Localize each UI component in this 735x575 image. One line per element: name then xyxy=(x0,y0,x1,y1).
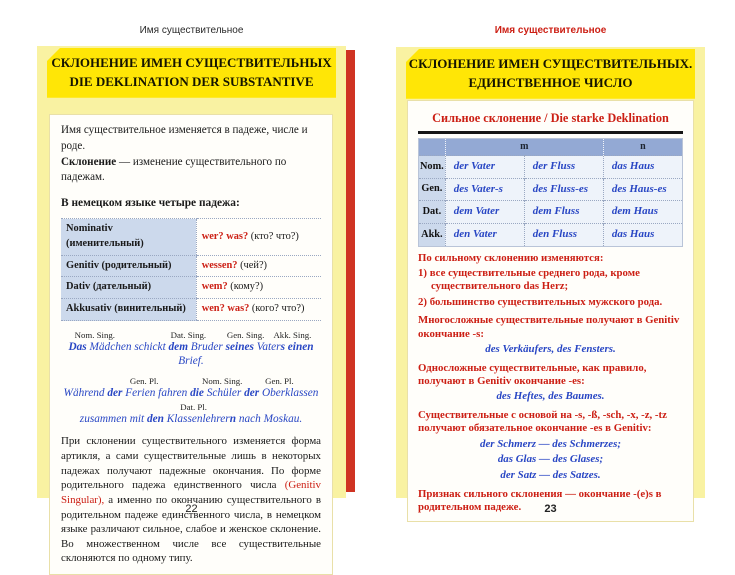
table-cell: des Fluss-es xyxy=(523,177,604,201)
paragraph: Многосложные существительные получают в … xyxy=(418,314,680,340)
case-name: Akkusativ (винительный) xyxy=(61,298,197,322)
case-name: Genitiv (родительный) xyxy=(61,254,197,278)
table-row: Akkusativ (винительный) wen? was? (кого?… xyxy=(61,298,321,322)
paragraph: Односложные существительные, как правило… xyxy=(418,361,647,387)
table-row: Genitiv (родительный) wessen? (чей?) xyxy=(61,254,321,278)
example-block: Nom. Sing. Dat. Sing. Gen. Sing. Akk. Si… xyxy=(61,329,321,426)
case-name: Nominativ (именительный) xyxy=(61,218,197,256)
intro-line-1: Имя существительное изменяется в падеже,… xyxy=(61,124,308,152)
paragraph: Признак сильного склонения — окончание -… xyxy=(418,487,662,513)
table-cell: des Vater-s xyxy=(444,177,525,201)
case-label: Nom. xyxy=(418,155,446,179)
spine-red-stripe xyxy=(346,50,355,492)
right-title-line2: ЕДИНСТВЕННОЕ ЧИСЛО xyxy=(468,74,633,90)
table-row: Dat. dem Vater dem Fluss dem Haus xyxy=(418,200,683,224)
table-row: Nominativ (именительный) wer? was? (кто?… xyxy=(61,218,321,256)
case-questions: wen? was? (кого? что?) xyxy=(195,298,321,322)
case-label: Nom. Sing. xyxy=(202,376,243,387)
example-line: des Heftes, des Baumes. xyxy=(496,390,605,403)
left-page-title-box: СКЛОНЕНИЕ ИМЕН СУЩЕСТВИТЕЛЬНЫХ DIE DEKLI… xyxy=(47,48,336,98)
case-label: Dat. Sing. xyxy=(170,330,207,341)
case-label: Gen. Sing. xyxy=(226,330,265,341)
table-cell: das Haus xyxy=(602,155,683,179)
page-right: СКЛОНЕНИЕ ИМЕН СУЩЕСТВИТЕЛЬНЫХ. ЕДИНСТВЕ… xyxy=(396,47,705,523)
right-page-title-box: СКЛОНЕНИЕ ИМЕН СУЩЕСТВИТЕЛЬНЫХ. ЕДИНСТВЕ… xyxy=(406,49,695,99)
case-questions: wer? was? (кто? что?) xyxy=(195,218,321,256)
case-label: Dat. xyxy=(418,200,446,224)
page-left: СКЛОНЕНИЕ ИМЕН СУЩЕСТВИТЕЛЬНЫХ DIE DEKLI… xyxy=(37,46,346,575)
table-cell: den Fluss xyxy=(523,223,604,247)
case-label: Gen. Pl. xyxy=(265,376,294,387)
case-questions: wem? (кому?) xyxy=(195,276,321,300)
table-row: Dativ (дательный) wem? (кому?) xyxy=(61,276,321,300)
example-line: das Glas — des Glases; xyxy=(497,453,604,466)
case-label-row: Dat. Pl. xyxy=(61,401,321,412)
right-title-line1: СКЛОНЕНИЕ ИМЕН СУЩЕСТВИТЕЛЬНЫХ. xyxy=(408,56,693,71)
table-cell: des Haus-es xyxy=(602,177,683,201)
running-head-left: Имя существительное xyxy=(139,25,244,36)
case-label: Gen. Pl. xyxy=(129,376,159,387)
case-label: Gen. xyxy=(418,177,446,201)
table-cell: dem Vater xyxy=(444,200,525,224)
table-cell: der Vater xyxy=(444,155,525,179)
gender-header-m: m xyxy=(444,138,604,156)
case-label-row: Nom. Sing. Dat. Sing. Gen. Sing. Akk. Si… xyxy=(61,329,321,340)
case-label: Akk. xyxy=(418,223,446,247)
table-cell: der Fluss xyxy=(523,155,604,179)
case-label: Dat. Pl. xyxy=(180,402,207,413)
table-cell: den Vater xyxy=(444,223,525,247)
cases-heading: В немецком языке четыре падежа: xyxy=(61,197,240,209)
left-title-line1: СКЛОНЕНИЕ ИМЕН СУЩЕСТВИТЕЛЬНЫХ xyxy=(51,55,332,70)
running-head-right: Имя существительное xyxy=(494,25,607,36)
table-header-row: m n xyxy=(418,138,683,156)
left-content-box: Имя существительное изменяется в падеже,… xyxy=(49,114,333,575)
paragraph: Существительные с основой на -s, -ß, -sc… xyxy=(418,408,667,435)
case-name: Dativ (дательный) xyxy=(61,276,197,300)
left-title-line2: DIE DEKLINATION DER SUBSTANTIVE xyxy=(69,73,314,89)
example-line: der Satz — des Satzes. xyxy=(500,468,601,481)
table-cell: dem Fluss xyxy=(523,200,604,224)
cases-table: Nominativ (именительный) wer? was? (кто?… xyxy=(61,218,321,322)
gender-header-n: n xyxy=(602,138,683,156)
list-item: 1) все существительные среднего рода, кр… xyxy=(418,267,640,293)
right-content-box: Сильное склонение / Die starke Deklinati… xyxy=(407,100,694,523)
strong-declension-table: m n Nom. der Vater der Fluss das Haus Ge… xyxy=(418,138,683,247)
gender-header-empty xyxy=(418,138,446,156)
list-item: 2) большинство существительных мужского … xyxy=(418,295,663,308)
case-questions: wessen? (чей?) xyxy=(195,254,321,278)
strong-declension-heading: Сильное склонение / Die starke Deklinati… xyxy=(418,108,683,135)
table-cell: das Haus xyxy=(602,223,683,247)
case-label-row: Gen. Pl. Nom. Sing. Gen. Pl. xyxy=(61,375,321,386)
closing-paragraph: При склонении существительного изменяетс… xyxy=(61,435,321,565)
example-sentence: Das Mädchen schickt dem Bruder seines Va… xyxy=(68,341,314,368)
case-label: Nom. Sing. xyxy=(74,330,115,341)
example-sentence: zusammen mit den Klassenlehrern nach Mos… xyxy=(79,413,303,426)
paragraph: По сильному склонению изменяются: xyxy=(418,251,604,264)
example-line: der Schmerz — des Schmerzes; xyxy=(480,437,621,450)
table-cell: dem Haus xyxy=(602,200,683,224)
table-row: Akk. den Vater den Fluss das Haus xyxy=(418,223,683,247)
example-line: des Verkäufers, des Fensters. xyxy=(485,342,616,355)
table-row: Gen. des Vater-s des Fluss-es des Haus-e… xyxy=(418,177,683,201)
page-number-left: 22 xyxy=(185,503,198,515)
page-number-right: 23 xyxy=(544,503,557,515)
table-row: Nom. der Vater der Fluss das Haus xyxy=(418,155,683,179)
example-sentence: Während der Ferien fahren die Schüler de… xyxy=(63,387,319,400)
case-label: Akk. Sing. xyxy=(273,330,312,341)
intro-line-2: Склонение — изменение существительного п… xyxy=(61,155,287,184)
